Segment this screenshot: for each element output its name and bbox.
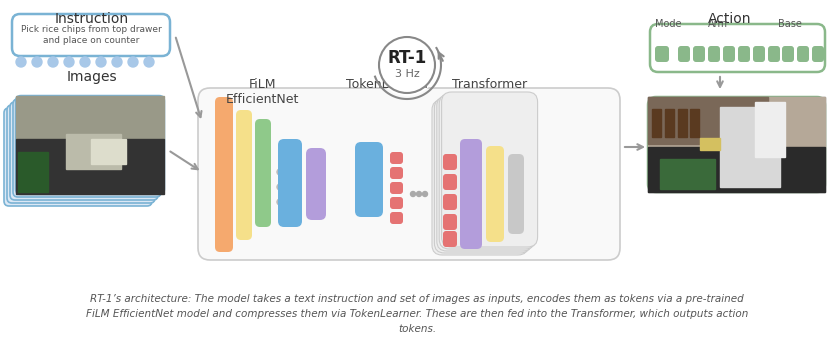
- FancyBboxPatch shape: [390, 167, 403, 179]
- FancyBboxPatch shape: [437, 96, 533, 251]
- Circle shape: [379, 37, 435, 93]
- FancyBboxPatch shape: [738, 46, 750, 62]
- FancyBboxPatch shape: [12, 14, 170, 56]
- FancyBboxPatch shape: [443, 174, 457, 190]
- Circle shape: [411, 192, 416, 197]
- Circle shape: [376, 34, 438, 96]
- Bar: [648, 147, 825, 192]
- Bar: [18, 152, 48, 192]
- FancyBboxPatch shape: [7, 105, 155, 203]
- Text: RT-1’s architecture: The model takes a text instruction and set of images as inp: RT-1’s architecture: The model takes a t…: [86, 294, 748, 333]
- FancyBboxPatch shape: [797, 46, 809, 62]
- FancyBboxPatch shape: [508, 154, 524, 234]
- FancyBboxPatch shape: [434, 98, 530, 253]
- Circle shape: [277, 199, 283, 205]
- Bar: [66, 134, 121, 169]
- Circle shape: [112, 57, 122, 67]
- FancyBboxPatch shape: [16, 96, 164, 194]
- FancyBboxPatch shape: [278, 139, 302, 227]
- Circle shape: [144, 57, 154, 67]
- Circle shape: [307, 169, 313, 175]
- Circle shape: [277, 169, 283, 175]
- Circle shape: [64, 57, 74, 67]
- Bar: [648, 97, 825, 192]
- FancyBboxPatch shape: [390, 152, 403, 164]
- Text: Mode: Mode: [655, 19, 681, 29]
- Bar: [755, 102, 785, 157]
- Circle shape: [307, 194, 313, 200]
- FancyBboxPatch shape: [693, 46, 705, 62]
- Circle shape: [32, 57, 42, 67]
- FancyBboxPatch shape: [442, 92, 538, 247]
- Bar: [665, 109, 674, 137]
- Circle shape: [307, 181, 313, 187]
- FancyBboxPatch shape: [432, 100, 528, 255]
- FancyBboxPatch shape: [443, 214, 457, 230]
- FancyBboxPatch shape: [648, 97, 825, 192]
- Bar: [16, 96, 164, 139]
- Text: Action: Action: [708, 12, 752, 26]
- Text: Images: Images: [67, 70, 117, 84]
- Text: Instruction: Instruction: [55, 12, 129, 26]
- Circle shape: [96, 57, 106, 67]
- FancyBboxPatch shape: [215, 97, 233, 252]
- Circle shape: [16, 57, 26, 67]
- FancyBboxPatch shape: [198, 88, 620, 260]
- FancyBboxPatch shape: [355, 142, 383, 217]
- Circle shape: [277, 184, 283, 190]
- FancyBboxPatch shape: [439, 94, 535, 249]
- FancyBboxPatch shape: [443, 231, 457, 247]
- Text: FiLM
EfficientNet: FiLM EfficientNet: [225, 78, 299, 106]
- FancyBboxPatch shape: [768, 46, 780, 62]
- FancyBboxPatch shape: [4, 108, 152, 206]
- FancyBboxPatch shape: [390, 182, 403, 194]
- FancyBboxPatch shape: [486, 146, 504, 242]
- Bar: [648, 97, 825, 147]
- Bar: [652, 109, 661, 137]
- Text: Transformer: Transformer: [453, 78, 528, 91]
- Bar: [678, 109, 687, 137]
- FancyBboxPatch shape: [236, 110, 252, 240]
- FancyBboxPatch shape: [390, 197, 403, 209]
- FancyBboxPatch shape: [678, 46, 690, 62]
- Bar: [700, 138, 720, 150]
- FancyBboxPatch shape: [782, 46, 794, 62]
- Bar: [660, 159, 715, 189]
- Circle shape: [423, 192, 428, 197]
- FancyBboxPatch shape: [812, 46, 824, 62]
- FancyBboxPatch shape: [255, 119, 271, 227]
- Bar: [648, 97, 768, 144]
- FancyBboxPatch shape: [655, 46, 669, 62]
- FancyBboxPatch shape: [10, 102, 158, 200]
- Text: RT-1: RT-1: [387, 49, 427, 67]
- FancyBboxPatch shape: [753, 46, 765, 62]
- Circle shape: [80, 57, 90, 67]
- Circle shape: [417, 192, 422, 197]
- FancyBboxPatch shape: [390, 212, 403, 224]
- FancyBboxPatch shape: [306, 148, 326, 220]
- Bar: [690, 109, 699, 137]
- FancyBboxPatch shape: [460, 139, 482, 249]
- FancyBboxPatch shape: [723, 46, 735, 62]
- Bar: [91, 139, 126, 164]
- FancyBboxPatch shape: [708, 46, 720, 62]
- Circle shape: [128, 57, 138, 67]
- FancyBboxPatch shape: [13, 99, 161, 197]
- Text: TokenLearner: TokenLearner: [347, 78, 430, 91]
- Text: Base: Base: [778, 19, 802, 29]
- Bar: [16, 139, 164, 194]
- FancyBboxPatch shape: [443, 154, 457, 170]
- Circle shape: [48, 57, 58, 67]
- FancyBboxPatch shape: [443, 194, 457, 210]
- FancyBboxPatch shape: [650, 24, 825, 72]
- Text: 3 Hz: 3 Hz: [395, 69, 419, 79]
- Bar: [720, 107, 780, 187]
- Text: Pick rice chips from top drawer
and place on counter: Pick rice chips from top drawer and plac…: [21, 25, 161, 45]
- Text: Arm: Arm: [708, 19, 728, 29]
